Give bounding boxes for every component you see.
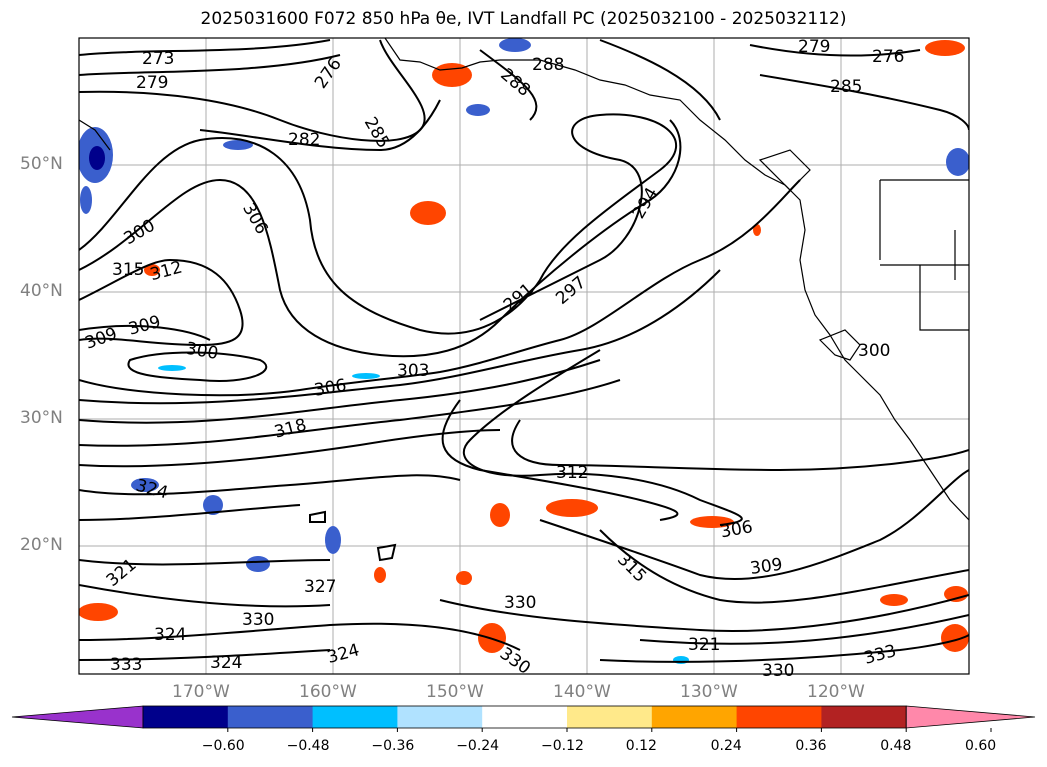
contour-label: 330 <box>762 661 794 681</box>
patch-blue <box>946 148 969 176</box>
contour-label: 273 <box>142 49 174 69</box>
colorbar-segment <box>821 706 907 728</box>
contour-label: 324 <box>154 625 186 645</box>
colorbar-segment <box>482 706 568 728</box>
colorbar-segment <box>736 706 822 728</box>
colorbar-tick-label: 0.60 <box>965 738 997 754</box>
patch-orange <box>456 571 472 585</box>
patch-navy <box>89 146 105 170</box>
colorbar-frame <box>142 705 907 729</box>
patch-orange <box>432 63 472 87</box>
contour-label: 300 <box>858 341 890 361</box>
colorbar-tick-label: −0.48 <box>286 738 330 754</box>
lat-label-40n: 40°N <box>20 281 63 301</box>
hawaii-contours <box>309 510 397 562</box>
patch-lightblue <box>158 365 186 371</box>
contour-label: 303 <box>397 361 429 381</box>
lon-label-140w: 140°W <box>553 682 611 702</box>
patch-orange <box>374 567 386 583</box>
patch-orange <box>546 499 598 517</box>
map-title: 2025031600 F072 850 hPa θe, IVT Landfall… <box>200 9 847 29</box>
contour-label: 327 <box>304 577 336 597</box>
colorbar-tick-label: 0.12 <box>625 738 657 754</box>
contour-label: 282 <box>288 130 320 150</box>
colorbar-segment <box>227 706 314 728</box>
gridlines <box>79 38 969 674</box>
patch-blue <box>131 478 159 492</box>
patch-orange <box>941 624 969 652</box>
contour-label: 276 <box>872 47 904 67</box>
patch-orange <box>944 586 968 602</box>
theta-e-contours <box>79 39 969 663</box>
lon-label-160w: 160°W <box>299 682 357 702</box>
contour-label: 324 <box>210 653 242 673</box>
patch-orange <box>880 594 908 606</box>
patch-orange <box>410 201 446 225</box>
lon-label-120w: 120°W <box>807 682 865 702</box>
lat-label-30n: 30°N <box>20 408 63 428</box>
colorbar-segment <box>143 706 229 728</box>
contour-label: 315 <box>112 260 144 280</box>
contour-label: 330 <box>242 610 274 630</box>
colorbar-tick-label: 0.48 <box>880 738 912 754</box>
contour-label: 279 <box>136 73 168 93</box>
patch-blue <box>223 140 253 150</box>
patch-lightblue <box>352 373 380 379</box>
plot-border <box>78 37 970 675</box>
patch-orange <box>144 264 160 276</box>
patch-orange <box>753 224 761 236</box>
colorbar-extend-high <box>905 705 1036 729</box>
contour-label: 330 <box>504 593 536 613</box>
colorbar <box>11 705 1036 732</box>
patch-blue <box>466 104 490 116</box>
contour-label: 288 <box>532 55 564 75</box>
patch-blue <box>325 526 341 554</box>
lon-label-150w: 150°W <box>426 682 484 702</box>
coastlines <box>79 38 969 521</box>
colorbar-segment <box>567 706 653 728</box>
colorbar-tick-label: −0.36 <box>371 738 415 754</box>
patch-orange <box>925 40 965 56</box>
contour-label: 312 <box>556 463 588 483</box>
colorbar-segment <box>312 706 398 728</box>
patch-orange <box>79 603 118 621</box>
colorbar-segment <box>651 706 738 728</box>
contour-label: 279 <box>798 37 830 57</box>
contour-label: 321 <box>688 635 720 655</box>
colorbar-segment <box>397 706 483 728</box>
lat-label-20n: 20°N <box>20 535 63 555</box>
lon-label-130w: 130°W <box>680 682 738 702</box>
contour-label: 285 <box>830 77 862 97</box>
colorbar-tick-label: −0.24 <box>456 738 500 754</box>
patch-orange <box>490 503 510 527</box>
colorbar-tick-label: 0.36 <box>795 738 827 754</box>
patch-blue <box>203 495 223 515</box>
patch-blue <box>80 186 92 214</box>
lat-label-50n: 50°N <box>20 154 63 174</box>
contour-label: 309 <box>749 555 784 579</box>
colorbar-tick-label: −0.12 <box>541 738 584 754</box>
contour-label: 333 <box>110 655 142 675</box>
patch-blue <box>499 38 531 52</box>
colorbar-tick-label: −0.60 <box>201 738 245 754</box>
colorbar-tick-label: 0.24 <box>710 738 742 754</box>
patch-blue <box>246 556 270 572</box>
lon-label-170w: 170°W <box>172 682 230 702</box>
colorbar-extend-low <box>11 705 144 729</box>
